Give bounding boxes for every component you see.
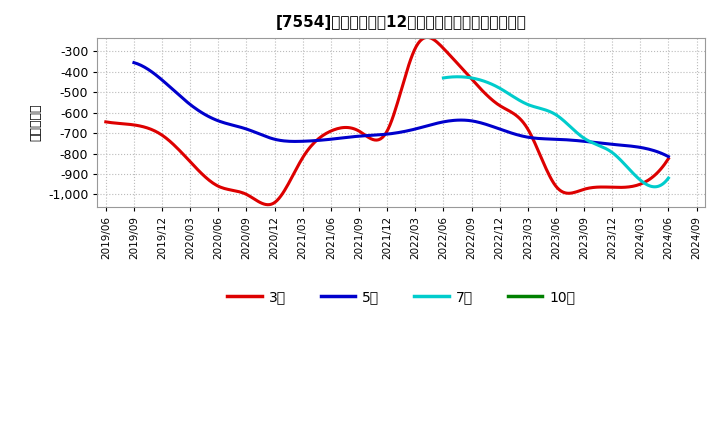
Title: [7554]　当期純利益12か月移動合計の平均値の推移: [7554] 当期純利益12か月移動合計の平均値の推移 [276, 15, 526, 30]
Legend: 3年, 5年, 7年, 10年: 3年, 5年, 7年, 10年 [222, 284, 581, 309]
Y-axis label: （百万円）: （百万円） [30, 104, 42, 141]
